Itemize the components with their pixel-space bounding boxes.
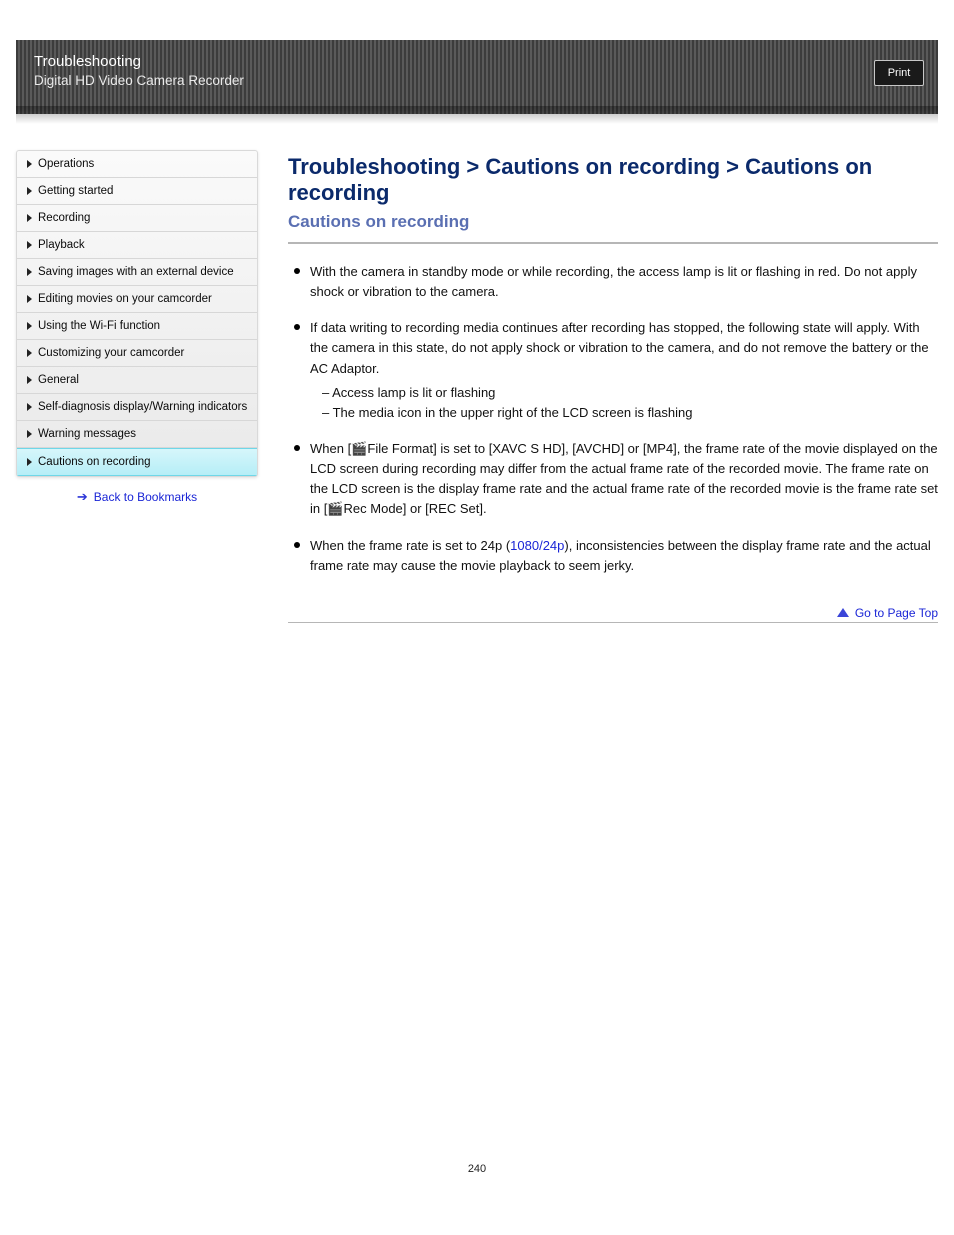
page-title: Troubleshooting > Cautions on recording … [288,154,938,206]
sidebar-item-label: Customizing your camcorder [38,347,184,359]
sidebar-item-label: Getting started [38,185,113,197]
chevron-right-icon [27,268,32,276]
sub-bullet: – The media icon in the upper right of t… [310,403,938,423]
sidebar-item-label: Using the Wi-Fi function [38,320,160,332]
chevron-right-icon [27,187,32,195]
chevron-right-icon [27,295,32,303]
bullet-0: With the camera in standby mode or while… [290,262,938,302]
content-divider [288,242,938,244]
go-to-top-label: Go to Page Top [855,606,938,620]
sidebar-item-8[interactable]: General [17,367,257,394]
chevron-right-icon [27,241,32,249]
banner-title-block: Troubleshooting Digital HD Video Camera … [34,52,858,90]
sidebar-item-11[interactable]: Cautions on recording [17,448,257,476]
sidebar-item-label: Self-diagnosis display/Warning indicator… [38,401,247,413]
sidebar-item-3[interactable]: Playback [17,232,257,259]
sidebar-item-4[interactable]: Saving images with an external device [17,259,257,286]
page-number: 240 [16,1163,938,1175]
chevron-right-icon [27,403,32,411]
sidebar-item-label: Cautions on recording [38,456,151,468]
chevron-right-icon [27,376,32,384]
sidebar-item-5[interactable]: Editing movies on your camcorder [17,286,257,313]
link-1080-24p[interactable]: 1080/24p [510,538,564,553]
bullet-1: If data writing to recording media conti… [290,318,938,423]
movie-icon: 🎬 [351,441,367,456]
sidebar: Operations Getting started Recording Playba… [16,150,258,477]
sidebar-item-1[interactable]: Getting started [17,178,257,205]
chevron-right-icon [27,160,32,168]
sidebar-item-label: Saving images with an external device [38,266,234,278]
chevron-right-icon [27,430,32,438]
movie-icon: 🎬 [327,501,343,516]
footer-divider [288,622,938,623]
sidebar-item-6[interactable]: Using the Wi-Fi function [17,313,257,340]
sidebar-item-10[interactable]: Warning messages [17,421,257,448]
top-banner: Troubleshooting Digital HD Video Camera … [16,40,938,114]
sidebar-item-label: Operations [38,158,94,170]
sidebar-item-7[interactable]: Customizing your camcorder [17,340,257,367]
chevron-right-icon [27,349,32,357]
sidebar-item-label: Recording [38,212,90,224]
sidebar-item-2[interactable]: Recording [17,205,257,232]
sidebar-item-label: General [38,374,79,386]
chevron-right-icon [27,322,32,330]
arrow-right-icon: ➔ [77,489,88,505]
sidebar-item-0[interactable]: Operations [17,151,257,178]
banner-subtitle: Digital HD Video Camera Recorder [34,72,858,90]
sidebar-item-9[interactable]: Self-diagnosis display/Warning indicator… [17,394,257,421]
print-button[interactable]: Print [874,60,924,86]
chevron-right-icon [27,214,32,222]
sidebar-item-label: Playback [38,239,85,251]
sidebar-wrap: Operations Getting started Recording Playba… [16,150,258,623]
content-heading: Cautions on recording [288,212,938,232]
go-to-top-link[interactable]: Go to Page Top [288,606,938,620]
chevron-right-icon [27,458,32,466]
sidebar-item-label: Warning messages [38,428,136,440]
sub-bullet: – Access lamp is lit or flashing [310,383,938,403]
bookmarks-label: Back to Bookmarks [94,490,197,504]
sidebar-item-label: Editing movies on your camcorder [38,293,212,305]
bullet-3: When the frame rate is set to 24p (1080/… [290,536,938,576]
bullet-2: When [🎬File Format] is set to [XAVC S HD… [290,439,938,520]
bullet-list: With the camera in standby mode or while… [288,262,938,576]
triangle-up-icon [837,608,849,617]
banner-title: Troubleshooting [34,52,858,72]
content: Troubleshooting > Cautions on recording … [288,150,938,623]
back-to-bookmarks-link[interactable]: ➔ Back to Bookmarks [16,489,258,505]
